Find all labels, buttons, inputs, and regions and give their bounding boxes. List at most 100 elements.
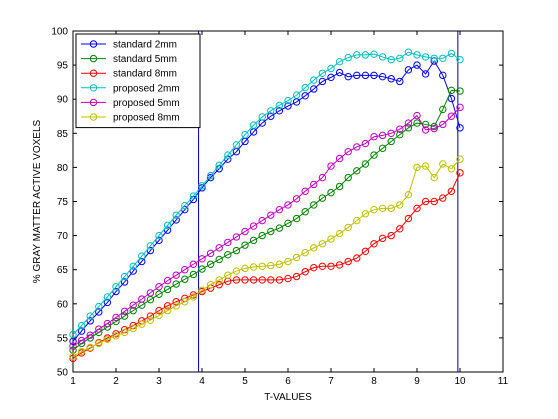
data-point (249, 121, 258, 129)
data-point (344, 257, 352, 266)
data-point (249, 222, 258, 230)
data-point (404, 124, 413, 132)
data-point (206, 260, 215, 268)
data-point (430, 124, 438, 133)
data-point (198, 182, 206, 190)
data-point (163, 285, 172, 294)
data-point (129, 301, 137, 309)
x-tick-label: 1 (70, 376, 76, 387)
data-point (421, 70, 430, 78)
data-point (318, 240, 327, 248)
data-point (335, 261, 344, 269)
y-tick-label: 50 (57, 368, 69, 379)
data-point (232, 276, 241, 284)
data-point (258, 262, 266, 270)
data-point (172, 298, 180, 306)
data-point (284, 201, 292, 209)
data-point (155, 311, 163, 320)
data-point (86, 343, 94, 352)
data-point (318, 173, 327, 182)
data-point (361, 210, 370, 218)
data-point (129, 262, 137, 270)
series-line (72, 107, 461, 347)
data-point (189, 270, 198, 279)
y-tick-label: 70 (57, 231, 69, 242)
data-point (447, 187, 456, 195)
legend-box (75, 33, 201, 129)
data-point (396, 130, 404, 139)
legend-entry: standard 2mm (81, 40, 177, 51)
data-point (284, 257, 292, 266)
data-point (224, 238, 232, 247)
data-point (310, 263, 318, 272)
data-point (224, 271, 232, 279)
data-point (138, 320, 146, 328)
data-point (456, 87, 464, 95)
data-point (103, 319, 112, 328)
data-point (370, 133, 378, 141)
data-point (370, 151, 378, 159)
data-point (95, 325, 103, 333)
data-point (447, 86, 456, 95)
data-point (155, 306, 163, 315)
data-point (258, 276, 266, 284)
data-point (301, 187, 309, 195)
data-point (129, 306, 137, 315)
y-tick-label: 55 (57, 333, 69, 344)
data-point (198, 286, 206, 294)
data-point (353, 51, 361, 59)
data-point (249, 276, 258, 284)
data-point (215, 281, 223, 289)
data-point (120, 272, 129, 281)
data-point (361, 71, 370, 80)
data-point (155, 283, 163, 291)
series-line (72, 158, 461, 357)
data-point (284, 102, 292, 110)
data-point (129, 324, 137, 333)
data-point (77, 336, 86, 345)
data-point (310, 85, 318, 93)
y-tick-label: 80 (57, 163, 69, 174)
legend-entry: proposed 5mm (81, 98, 180, 109)
data-point (396, 225, 404, 233)
data-point (112, 313, 120, 322)
data-point (284, 274, 292, 283)
data-point (69, 354, 77, 363)
data-point (112, 283, 120, 291)
x-tick-label: 6 (285, 376, 291, 387)
data-point (421, 126, 430, 134)
data-point (198, 184, 206, 192)
y-tick-label: 100 (51, 27, 68, 38)
data-point (189, 293, 198, 301)
data-point (189, 260, 198, 268)
data-point (387, 204, 395, 213)
legend-label: proposed 5mm (113, 98, 180, 109)
series-line (72, 51, 461, 335)
series-standard-8mm (69, 169, 464, 363)
data-point (181, 298, 189, 306)
series-line (72, 89, 461, 351)
data-point (241, 241, 249, 249)
data-point (370, 71, 378, 80)
data-point (120, 312, 129, 320)
series-standard-5mm (69, 86, 464, 354)
data-point (112, 287, 120, 296)
data-point (215, 161, 223, 170)
data-point (275, 101, 284, 110)
data-point (189, 192, 198, 200)
legend-label: proposed 2mm (113, 83, 180, 94)
data-point (146, 316, 155, 324)
data-point (146, 242, 155, 250)
data-point (181, 275, 189, 283)
data-point (232, 267, 241, 275)
data-point (224, 250, 232, 259)
data-point (172, 302, 180, 310)
data-point (86, 317, 94, 325)
data-point (232, 233, 241, 241)
x-tick-label: 4 (199, 376, 205, 387)
data-point (77, 321, 86, 330)
data-point (456, 124, 464, 132)
data-point (335, 68, 344, 77)
data-point (413, 61, 421, 69)
data-point (292, 253, 301, 262)
